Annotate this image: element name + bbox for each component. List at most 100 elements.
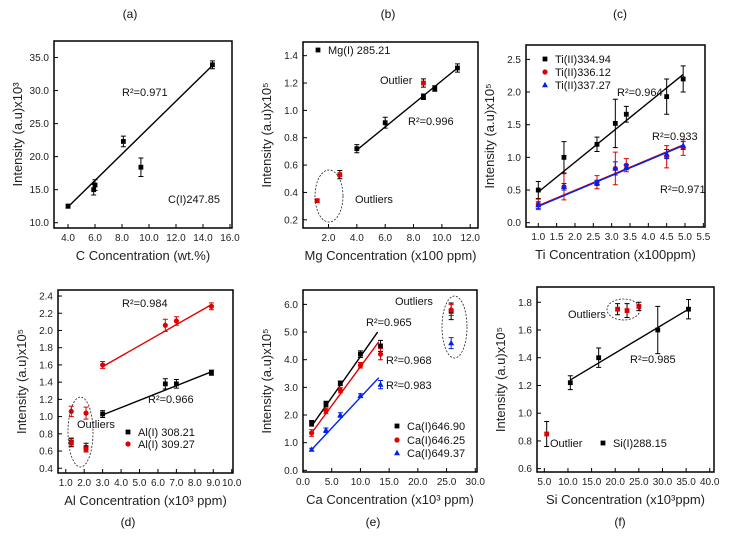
data-point [173, 318, 179, 324]
legend-marker [394, 449, 400, 456]
data-point [615, 306, 620, 312]
data-point [173, 381, 179, 387]
y-tick-label: 1.0 [284, 106, 298, 117]
x-tick-label: 14.0 [193, 233, 213, 244]
data-point [561, 154, 567, 160]
x-tick-label: 30.0 [653, 477, 673, 488]
data-point [544, 431, 550, 437]
panel-label: (c) [613, 7, 627, 21]
x-tick-label: 8.0 [188, 478, 202, 489]
legend-marker [542, 56, 548, 62]
y-axis-label: Intensity (a.u)x10⁵ [259, 328, 274, 433]
x-tick-label: 3.5 [623, 232, 637, 243]
data-point [664, 94, 670, 100]
x-axis-label: Mg Concentration (x100 ppm) [305, 248, 477, 263]
series-outliers [544, 301, 642, 447]
panel-e: (e) 0.0 5.0 10.0 15.0 20.0 25.0 30.0 0.0 1.0 2.0 3.… [259, 289, 485, 529]
x-tick-label: 10.0 [432, 233, 452, 244]
y-tick-label: 10.0 [30, 218, 50, 229]
r-squared-label: R²=0.966 [148, 394, 194, 406]
legend-entry: Mg(I) 285.21 [328, 45, 390, 57]
series-si-i-288-15 [567, 298, 691, 391]
fit-line [311, 341, 380, 434]
data-point [596, 355, 602, 361]
data-point [680, 142, 687, 148]
series-ti-ii-336-12 [535, 139, 686, 211]
data-point [83, 410, 89, 416]
y-tick-label: 5.0 [284, 328, 298, 339]
y-tick-label: 1.8 [39, 343, 53, 354]
data-point [382, 120, 388, 126]
plot-frame [536, 286, 715, 473]
x-tick-label: 10.0 [222, 478, 242, 489]
r-squared-label: R²=0.964 [617, 87, 663, 99]
x-axis-label: C Concentration (wt.%) [76, 248, 210, 263]
x-tick-label: 4.0 [114, 478, 128, 489]
data-point [92, 182, 98, 188]
x-tick-label: 20.0 [408, 477, 428, 488]
data-point [560, 183, 567, 189]
data-point [567, 380, 573, 386]
data-point [322, 427, 329, 433]
series-ti-ii-337-27 [535, 141, 687, 209]
y-tick-label: 4.0 [284, 355, 298, 366]
panel-c: (c) 1.0 1.5 2.0 2.5 3.0 3.5 4.0 4.5 5.0 5.5 0.0 0.5 1… [482, 7, 711, 262]
legend-entry: Ti(II)336.12 [555, 67, 611, 79]
y-tick-label: 0.0 [284, 466, 298, 477]
fit-line [356, 67, 458, 151]
y-tick-label: 1.6 [518, 325, 532, 336]
y-tick-label: 0.8 [284, 133, 298, 144]
x-tick-label: 20.0 [605, 477, 625, 488]
fit-line [537, 73, 684, 193]
plot-frame [53, 40, 233, 229]
y-axis-label: Intensity (a.u)x10⁵ [259, 82, 274, 187]
y-tick-label: 2.0 [39, 326, 53, 337]
legend-marker [315, 47, 321, 53]
annotation-label: Outlier [550, 438, 583, 450]
annotation-label: Outliers [568, 309, 606, 321]
data-point [68, 408, 74, 415]
data-point [337, 387, 343, 393]
outlier-ellipse [441, 295, 468, 359]
legend-marker [394, 437, 400, 443]
y-tick-label: 2.0 [284, 411, 298, 422]
data-point [162, 381, 168, 387]
data-point [377, 351, 384, 357]
x-tick-label: 10.0 [139, 233, 159, 244]
data-point [594, 141, 600, 147]
data-point [209, 370, 214, 376]
data-point [308, 446, 315, 452]
y-tick-label: 0.0 [507, 218, 521, 229]
r-squared-label: R²=0.968 [386, 355, 432, 367]
r-squared-label: R²=0.996 [408, 116, 454, 128]
y-tick-label: 1.4 [284, 51, 298, 62]
x-tick-label: 16.0 [220, 233, 240, 244]
plot-frame [525, 44, 706, 228]
y-tick-label: 1.0 [518, 409, 532, 420]
x-tick-label: 15.0 [379, 477, 399, 488]
x-tick-label: 8.0 [115, 233, 129, 244]
data-point [162, 322, 168, 328]
data-point [91, 187, 97, 193]
x-tick-label: 1.0 [59, 478, 73, 489]
y-tick-label: 0.6 [284, 161, 298, 172]
x-tick-label: 8.0 [407, 233, 421, 244]
data-point [535, 201, 542, 208]
y-axis-label: Intensity (a.u)x10⁵ [14, 329, 29, 434]
x-tick-label: 5.0 [133, 478, 147, 489]
x-tick-label: 4.5 [660, 232, 674, 243]
data-point [535, 187, 541, 193]
y-tick-label: 0.5 [507, 186, 521, 197]
fit-line [311, 377, 380, 451]
y-tick-label: 0.8 [518, 436, 532, 447]
x-tick-label: 2.0 [322, 233, 336, 244]
data-point [120, 139, 126, 144]
legend-marker [394, 423, 400, 429]
legend-marker [542, 81, 548, 88]
data-point [323, 408, 329, 414]
data-point [68, 439, 74, 446]
annotation-label: Outlier [380, 75, 413, 87]
r-squared-label: R²=0.965 [366, 317, 412, 329]
x-tick-label: 1.0 [531, 232, 545, 243]
